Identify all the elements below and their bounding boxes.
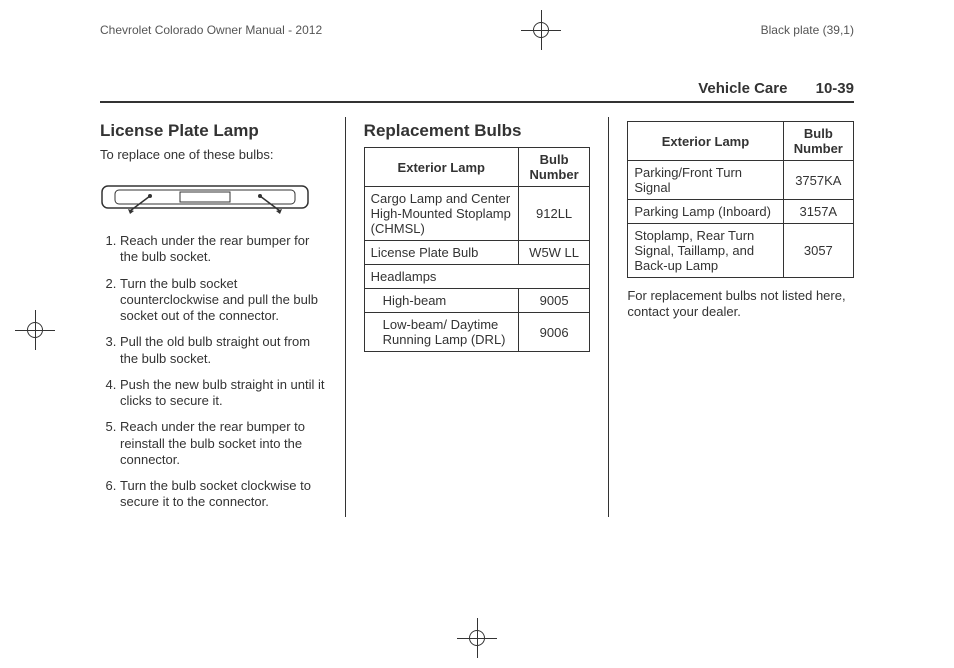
cell-num: W5W LL [518, 241, 589, 265]
th-lamp: Exterior Lamp [364, 148, 518, 187]
cell-num: 9005 [518, 289, 589, 313]
column-divider [345, 117, 346, 517]
page-number: 10-39 [816, 80, 854, 97]
table-row: High-beam 9005 [364, 289, 590, 313]
cell-lamp-span: Headlamps [364, 265, 590, 289]
dealer-note: For replacement bulbs not listed here, c… [627, 288, 854, 321]
cell-lamp: Cargo Lamp and Center High-Mounted Stopl… [364, 187, 518, 241]
license-plate-title: License Plate Lamp [100, 121, 327, 141]
steps-list: Reach under the rear bumper for the bulb… [100, 233, 327, 511]
step-item: Turn the bulb socket clockwise to secure… [120, 478, 327, 511]
bulbs-table-1: Exterior Lamp Bulb Number Cargo Lamp and… [364, 147, 591, 352]
cell-num: 9006 [518, 313, 589, 352]
column-1: License Plate Lamp To replace one of the… [100, 113, 327, 521]
column-3: Exterior Lamp Bulb Number Parking/Front … [627, 113, 854, 521]
cell-lamp: Parking/Front Turn Signal [628, 161, 783, 200]
register-mark-left [15, 310, 55, 350]
table-row: Cargo Lamp and Center High-Mounted Stopl… [364, 187, 590, 241]
register-mark-top [521, 10, 561, 50]
th-lamp: Exterior Lamp [628, 122, 783, 161]
header-right: Black plate (39,1) [761, 23, 854, 37]
table-row: Parking/Front Turn Signal 3757KA [628, 161, 854, 200]
table-row: Low-beam/ Daytime Running Lamp (DRL) 900… [364, 313, 590, 352]
cell-lamp: Stoplamp, Rear Turn Signal, Taillamp, an… [628, 224, 783, 278]
content-columns: License Plate Lamp To replace one of the… [100, 113, 854, 521]
table-row: Parking Lamp (Inboard) 3157A [628, 200, 854, 224]
table-header-row: Exterior Lamp Bulb Number [628, 122, 854, 161]
intro-text: To replace one of these bulbs: [100, 147, 327, 162]
table-row: Stoplamp, Rear Turn Signal, Taillamp, an… [628, 224, 854, 278]
cell-lamp: Parking Lamp (Inboard) [628, 200, 783, 224]
page-header: Vehicle Care 10-39 [100, 80, 854, 103]
register-mark-bottom [457, 618, 497, 658]
section-title: Vehicle Care [698, 80, 787, 97]
th-bulb: Bulb Number [783, 122, 853, 161]
step-item: Pull the old bulb straight out from the … [120, 334, 327, 367]
header-left: Chevrolet Colorado Owner Manual - 2012 [100, 23, 322, 37]
step-item: Push the new bulb straight in until it c… [120, 377, 327, 410]
cell-num: 3757KA [783, 161, 853, 200]
step-item: Turn the bulb socket counterclockwise an… [120, 276, 327, 325]
cell-num: 3157A [783, 200, 853, 224]
column-2: Replacement Bulbs Exterior Lamp Bulb Num… [364, 113, 591, 521]
cell-lamp-sub: High-beam [364, 289, 518, 313]
table-header-row: Exterior Lamp Bulb Number [364, 148, 590, 187]
step-item: Reach under the rear bumper to reinstall… [120, 419, 327, 468]
replacement-bulbs-title: Replacement Bulbs [364, 121, 591, 141]
cell-lamp: License Plate Bulb [364, 241, 518, 265]
column-divider [608, 117, 609, 517]
cell-num: 912LL [518, 187, 589, 241]
table-row: License Plate Bulb W5W LL [364, 241, 590, 265]
table-row: Headlamps [364, 265, 590, 289]
step-item: Reach under the rear bumper for the bulb… [120, 233, 327, 266]
cell-lamp-sub: Low-beam/ Daytime Running Lamp (DRL) [364, 313, 518, 352]
bumper-illustration [100, 176, 327, 219]
th-bulb: Bulb Number [518, 148, 589, 187]
cell-num: 3057 [783, 224, 853, 278]
print-header: Chevrolet Colorado Owner Manual - 2012 B… [0, 0, 954, 50]
bulbs-table-2: Exterior Lamp Bulb Number Parking/Front … [627, 121, 854, 278]
